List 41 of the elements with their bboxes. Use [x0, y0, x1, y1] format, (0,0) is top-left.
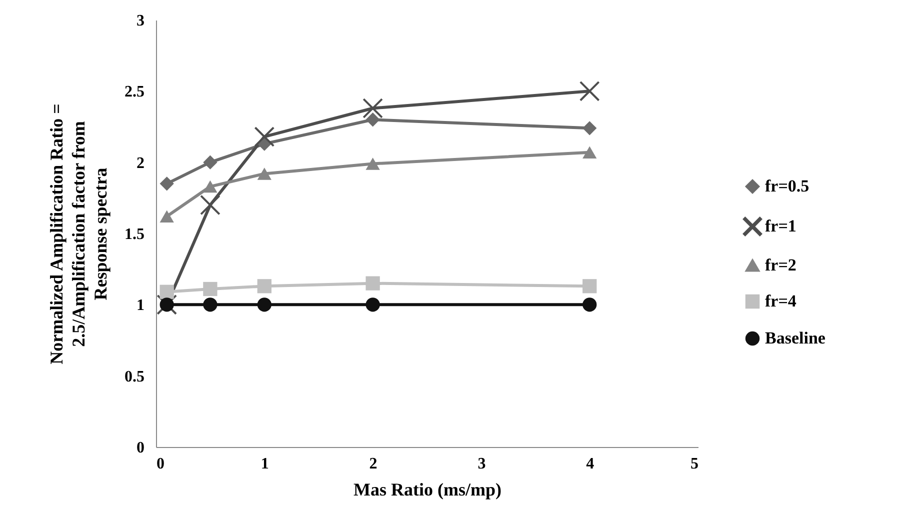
point	[366, 276, 380, 290]
point	[254, 126, 274, 147]
y-tick-label: 2.5	[124, 84, 144, 101]
legend-label: Baseline	[765, 328, 826, 348]
x-tick-label: 2	[369, 456, 378, 472]
point	[203, 155, 218, 170]
point	[160, 284, 174, 299]
point	[160, 176, 174, 191]
y-tick-label: 1.5	[124, 226, 144, 243]
point	[160, 210, 174, 223]
point	[257, 279, 272, 294]
point	[366, 298, 380, 312]
point	[257, 168, 272, 180]
legend-label: fr=0.5	[765, 176, 810, 196]
x-tick-label: 3	[478, 456, 486, 472]
y-tick-label: 2	[136, 154, 144, 172]
x-axis-title: Mas Ratio (ms/mp)	[354, 480, 502, 500]
y-tick-label: 0	[136, 440, 144, 456]
y-tick-label: 3	[136, 12, 144, 30]
point	[366, 112, 380, 127]
x-tick-label: 4	[586, 456, 594, 472]
x-tick-label: 5	[690, 456, 698, 472]
point	[580, 81, 600, 102]
point	[203, 298, 218, 312]
legend-label: fr=1	[765, 216, 796, 236]
point	[582, 298, 597, 312]
point	[200, 195, 220, 215]
legend-label: fr=4	[765, 292, 797, 310]
point	[203, 282, 218, 296]
legend-label: fr=2	[765, 256, 796, 274]
point	[366, 158, 380, 170]
point	[582, 146, 597, 158]
y-axis-title: Normalized Amplification Ratio = 2.5/Amplification factor from Response spectra	[46, 104, 110, 364]
point	[582, 279, 597, 294]
y-tick-label: 1	[136, 297, 144, 314]
point	[582, 121, 597, 136]
point	[257, 298, 272, 312]
x-tick-label: 0	[156, 456, 164, 472]
x-tick-label: 1	[260, 456, 269, 472]
point	[203, 180, 218, 193]
y-tick-label: 0.5	[124, 368, 144, 386]
